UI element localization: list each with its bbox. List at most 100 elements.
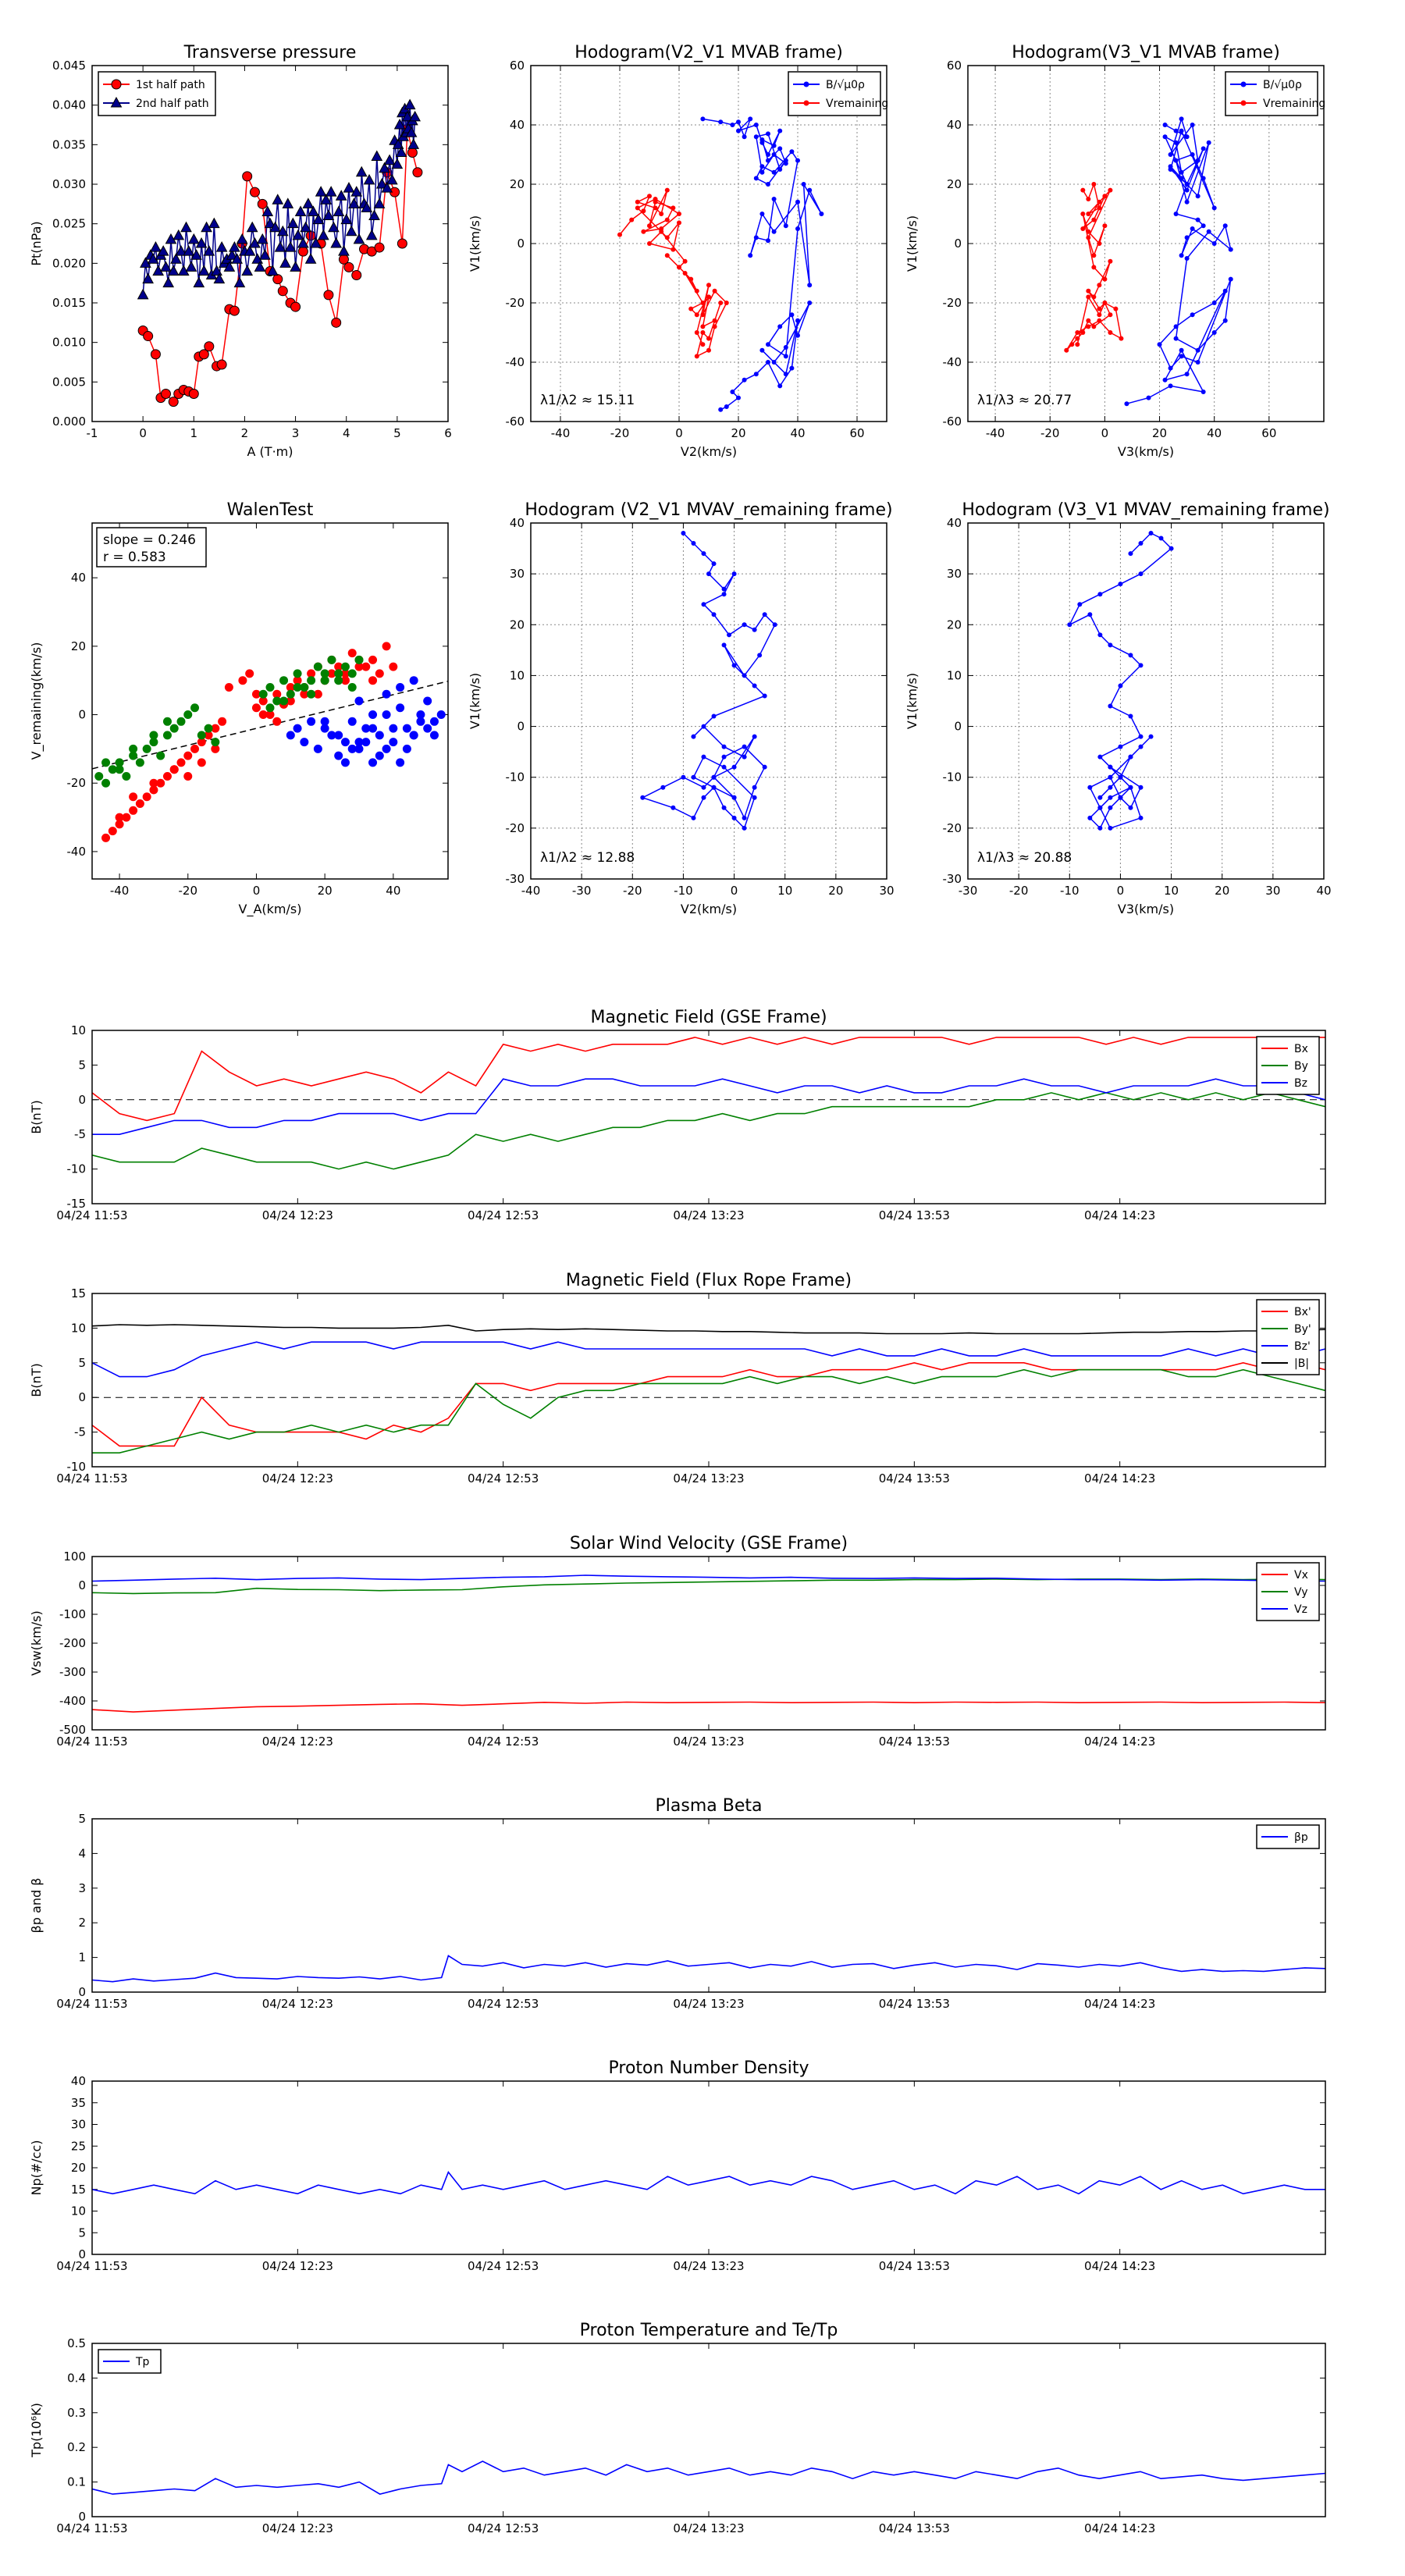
- data-point: [1091, 182, 1097, 187]
- data-point: [160, 389, 171, 400]
- data-point: [353, 233, 365, 244]
- scatter-point: [101, 833, 111, 842]
- data-point: [1091, 294, 1097, 300]
- data-point: [653, 205, 658, 211]
- data-point: [277, 286, 288, 297]
- scatter-point: [272, 717, 282, 726]
- x-tick-label: -40: [521, 884, 541, 898]
- scatter-point: [101, 778, 111, 788]
- data-point: [1097, 754, 1103, 760]
- data-point: [395, 146, 407, 157]
- scatter-point: [354, 662, 364, 671]
- data-point: [315, 186, 327, 197]
- data-point: [297, 237, 309, 248]
- data-point: [647, 223, 652, 229]
- scatter-point: [279, 676, 289, 685]
- data-point: [150, 241, 162, 252]
- scatter-point: [183, 751, 193, 760]
- scatter-point: [340, 758, 350, 767]
- data-point: [343, 182, 355, 193]
- data-point: [691, 734, 696, 739]
- x-tick-label: 04/24 12:23: [262, 2521, 333, 2535]
- data-point: [193, 276, 205, 288]
- scatter-point: [416, 717, 425, 726]
- scatter-point: [286, 731, 295, 740]
- plot-frame: [91, 2080, 1326, 2255]
- x-tick-label: 10: [1164, 884, 1179, 898]
- data-point: [753, 176, 759, 181]
- scatter-point: [272, 696, 282, 706]
- data-point: [706, 347, 711, 353]
- data-point: [229, 305, 240, 316]
- data-point: [1086, 212, 1091, 216]
- data-point: [187, 233, 200, 244]
- legend-marker: [803, 81, 809, 87]
- scatter-point: [169, 724, 179, 733]
- scatter-point: [340, 662, 350, 671]
- data-point: [286, 217, 299, 229]
- scatter-point: [429, 717, 439, 726]
- y-tick-label: 30: [947, 567, 962, 581]
- data-point: [1080, 212, 1086, 216]
- x-tick-label: 40: [790, 426, 805, 440]
- data-point: [664, 253, 670, 258]
- data-point: [204, 341, 215, 352]
- y-tick-label: 0.5: [67, 2336, 86, 2350]
- x-tick-label: 10: [777, 884, 792, 898]
- scatter-point: [224, 682, 233, 692]
- data-point: [1102, 223, 1108, 229]
- data-point: [1091, 265, 1097, 270]
- y-tick-label: 0: [517, 237, 525, 251]
- data-point: [373, 197, 386, 208]
- x-tick-label: 04/24 12:53: [468, 1208, 539, 1222]
- data-point: [150, 349, 161, 360]
- data-point: [682, 271, 688, 276]
- data-point: [264, 217, 276, 229]
- data-point: [694, 354, 699, 359]
- data-point: [641, 229, 646, 234]
- x-tick-label: 04/24 12:23: [262, 2259, 333, 2273]
- chart-title: Hodogram(V2_V1 MVAB frame): [574, 43, 843, 62]
- data-point: [759, 169, 765, 175]
- x-tick-label: 04/24 14:23: [1084, 2259, 1155, 2273]
- data-point: [1108, 312, 1113, 318]
- data-point: [759, 347, 765, 353]
- data-point: [1108, 642, 1113, 648]
- y-tick-label: 0.010: [52, 336, 86, 350]
- data-point: [254, 261, 266, 272]
- legend-marker: [110, 96, 123, 108]
- scatter-point: [429, 731, 439, 740]
- data-point: [1179, 354, 1184, 359]
- data-point: [392, 138, 404, 149]
- y-axis-label: βp and β: [29, 1878, 44, 1934]
- data-point: [721, 586, 727, 592]
- y-tick-label: -20: [67, 776, 87, 790]
- data-point: [1108, 795, 1113, 800]
- scatter-point: [307, 669, 316, 678]
- y-tick-label: 10: [510, 668, 525, 682]
- scatter-point: [211, 738, 220, 747]
- y-axis-label: Np(#/cc): [29, 2140, 44, 2196]
- plot-frame: [91, 1293, 1326, 1468]
- data-point: [1173, 324, 1179, 329]
- data-point: [290, 301, 301, 312]
- scatter-point: [94, 771, 104, 781]
- y-tick-label: 30: [510, 567, 525, 581]
- data-point: [795, 318, 800, 323]
- y-tick-label: -5: [74, 1425, 86, 1439]
- scatter-point: [320, 717, 329, 726]
- data-point: [1128, 805, 1133, 810]
- data-point: [328, 221, 340, 233]
- data-point: [771, 169, 777, 175]
- data-point: [1097, 632, 1103, 638]
- scatter-point: [251, 689, 261, 699]
- data-point: [256, 233, 269, 244]
- scatter-point: [409, 731, 418, 740]
- data-point: [777, 383, 783, 389]
- x-tick-label: 6: [444, 426, 452, 440]
- data-point: [711, 774, 717, 780]
- data-point: [1173, 336, 1179, 341]
- data-point: [1069, 342, 1075, 347]
- data-point: [721, 642, 727, 648]
- x-tick-label: 0: [731, 884, 738, 898]
